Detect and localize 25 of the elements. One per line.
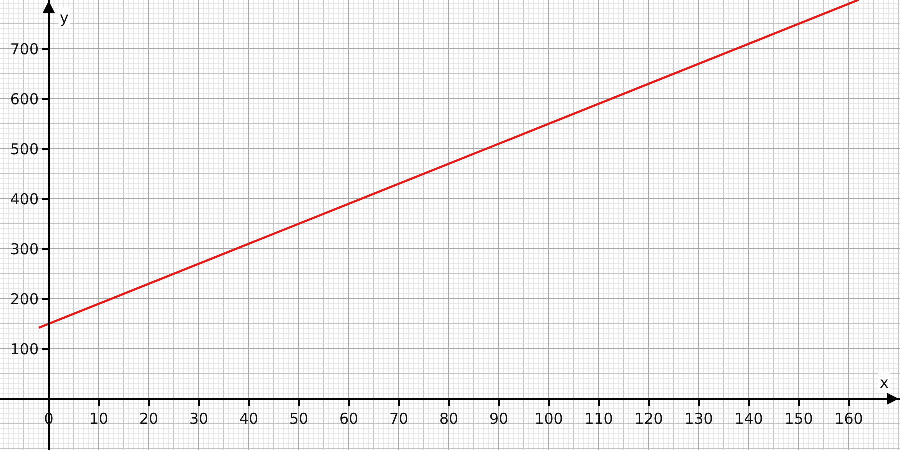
y-tick-label: 100 [10, 340, 39, 358]
x-tick-label: 40 [239, 410, 259, 428]
x-tick-label: 60 [339, 410, 359, 428]
x-tick-label: 30 [189, 410, 209, 428]
x-tick-label: 110 [584, 410, 614, 428]
y-tick-label: 300 [10, 240, 39, 258]
x-tick-label: 10 [89, 410, 109, 428]
x-tick-label: 100 [534, 410, 564, 428]
y-tick-label: 600 [10, 90, 39, 108]
x-tick-label: 50 [289, 410, 309, 428]
x-tick-label: 20 [139, 410, 159, 428]
x-tick-label: 80 [439, 410, 459, 428]
x-tick-label: 140 [734, 410, 764, 428]
x-tick-label: 70 [389, 410, 409, 428]
x-axis-title: x [880, 374, 889, 392]
y-axis-title: y [60, 9, 69, 27]
y-tick-label: 700 [10, 40, 39, 58]
x-tick-label: 90 [489, 410, 509, 428]
y-tick-label: 400 [10, 190, 39, 208]
x-tick-label: 130 [684, 410, 714, 428]
y-tick-label: 200 [10, 290, 39, 308]
x-tick-label: 150 [784, 410, 814, 428]
y-tick-label: 500 [10, 140, 39, 158]
x-tick-label: 160 [834, 410, 864, 428]
x-tick-label: 120 [634, 410, 664, 428]
